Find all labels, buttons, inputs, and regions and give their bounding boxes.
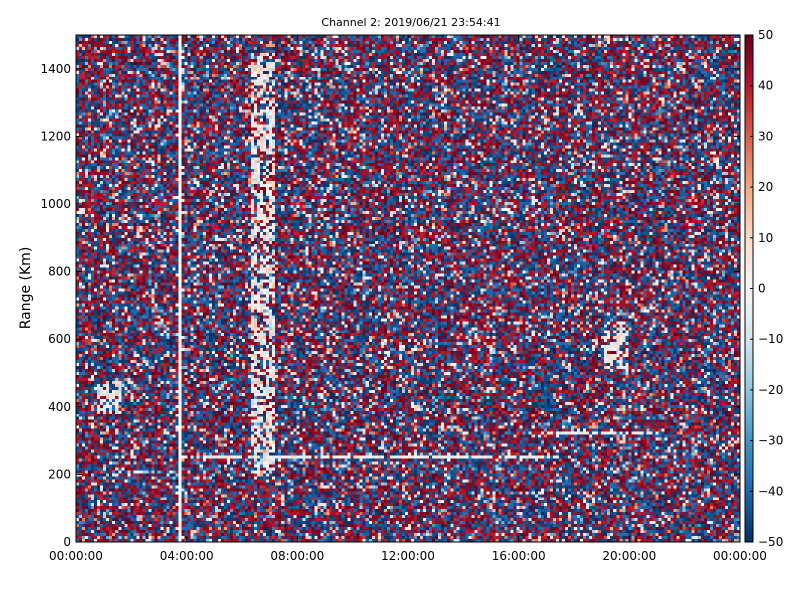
colorbar-tick-label: 40 [758, 79, 773, 93]
x-tick-label: 04:00:00 [160, 549, 214, 563]
colorbar-tick-label: 10 [758, 231, 773, 245]
colorbar-tick-label: 50 [758, 28, 773, 42]
x-tick-label: 12:00:00 [381, 549, 435, 563]
y-tick-label: 800 [48, 265, 71, 279]
y-axis-label: Range (Km) [18, 247, 34, 330]
x-axis: 00:00:00 04:00:00 08:00:00 12:00:00 16:00:00… [49, 35, 767, 563]
colorbar-tick-label: −20 [758, 383, 783, 397]
colorbar-tick-label: 0 [758, 282, 766, 296]
x-tick-label: 00:00:00 [49, 549, 103, 563]
x-tick-label: 16:00:00 [492, 549, 546, 563]
heatmap-image [76, 35, 740, 542]
x-tick-label: 00:00:00 [713, 549, 767, 563]
y-tick-label: 200 [48, 467, 71, 481]
y-tick-label: 1400 [40, 62, 71, 76]
x-tick-label: 20:00:00 [602, 549, 656, 563]
colorbar-tick-label: 20 [758, 180, 773, 194]
colorbar-tick-label: −10 [758, 332, 783, 346]
y-tick-label: 600 [48, 332, 71, 346]
colorbar: 50 40 30 20 10 0 −10 −20 −30 −40 −50 [744, 28, 783, 549]
x-tick-label: 08:00:00 [270, 549, 324, 563]
heatmap-cells [76, 35, 740, 542]
y-tick-label: 0 [63, 535, 71, 549]
colorbar-tick-label: −40 [758, 484, 783, 498]
colorbar-tick-label: 30 [758, 129, 773, 143]
colorbar-tick-label: −30 [758, 434, 783, 448]
colorbar-tick-label: −50 [758, 535, 783, 549]
y-axis: 0 200 400 600 800 1000 1200 1400 [40, 62, 740, 549]
y-tick-label: 1200 [40, 129, 71, 143]
y-tick-label: 400 [48, 400, 71, 414]
y-tick-label: 1000 [40, 197, 71, 211]
chart-title: Channel 2: 2019/06/21 23:54:41 [321, 16, 500, 29]
